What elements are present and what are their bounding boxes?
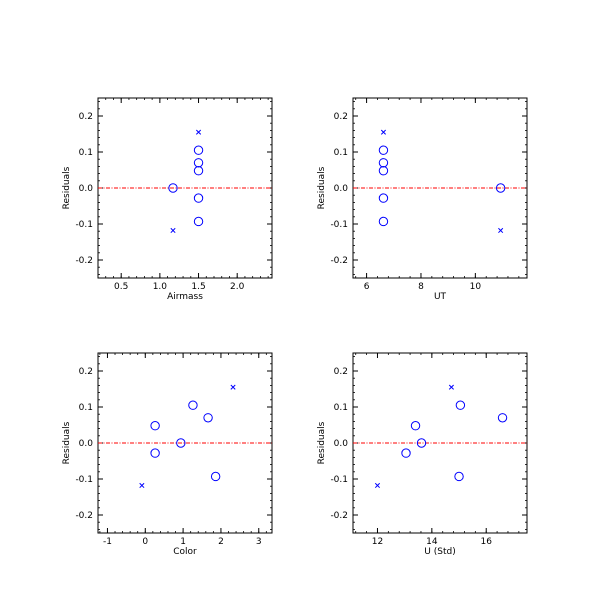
y-tick-label: -0.2	[330, 511, 348, 521]
data-point-circle	[203, 413, 213, 423]
y-tick-label: 0.0	[334, 184, 349, 194]
x-tick-label: 14	[426, 537, 438, 547]
x-marker-stroke	[139, 482, 145, 489]
data-point-circle	[416, 438, 427, 448]
x-tick-label: 12	[372, 537, 383, 547]
y-tick-label: 0.2	[334, 112, 348, 122]
x-marker-stroke	[448, 384, 454, 390]
data-point-circle	[401, 448, 411, 458]
x-tick-label: 1.5	[191, 282, 205, 292]
x-marker-stroke	[374, 482, 381, 489]
data-point-circle	[410, 421, 421, 431]
y-tick-label: -0.1	[330, 220, 348, 230]
y-axis-label: Residuals	[62, 166, 72, 209]
x-tick-label: 3	[256, 537, 262, 547]
x-marker-stroke	[380, 129, 387, 135]
y-tick-label: -0.2	[75, 256, 93, 266]
y-tick-label: 0.1	[334, 148, 348, 158]
x-tick-label: 0	[142, 537, 148, 547]
y-axis-label: Residuals	[62, 421, 72, 464]
y-axis-label: Residuals	[317, 166, 327, 209]
y-tick-label: 0.2	[334, 367, 348, 377]
x-marker-stroke	[195, 129, 202, 135]
x-axis-label: Color	[173, 547, 197, 557]
data-point-x	[139, 482, 145, 489]
data-point-circle	[495, 183, 506, 193]
y-tick-label: 0.0	[79, 184, 94, 194]
x-tick-label: 8	[418, 282, 424, 292]
y-tick-label: -0.1	[75, 220, 93, 230]
data-point-circle	[150, 421, 160, 431]
x-marker-stroke	[230, 384, 236, 390]
x-axis-label: UT	[434, 292, 447, 302]
data-point-circle	[378, 166, 389, 176]
x-axis-label: Airmass	[167, 292, 203, 302]
data-point-circle	[193, 145, 204, 155]
data-point-circle	[455, 400, 466, 410]
y-tick-label: 0.1	[334, 403, 348, 413]
y-axis-label: Residuals	[317, 421, 327, 464]
data-point-circle	[378, 216, 389, 227]
y-tick-label: -0.2	[75, 511, 93, 521]
data-point-circle	[168, 183, 178, 193]
data-point-x	[170, 227, 176, 234]
data-point-x	[195, 129, 202, 135]
x-tick-label: 16	[480, 537, 492, 547]
x-axis-label: U (Std)	[424, 547, 455, 557]
data-point-x	[230, 384, 236, 390]
data-point-circle	[193, 216, 204, 227]
data-point-circle	[193, 193, 204, 203]
x-tick-label: -1	[103, 537, 112, 547]
data-point-circle	[378, 145, 389, 155]
x-tick-label: 1.0	[153, 282, 168, 292]
data-point-circle	[378, 193, 389, 203]
x-tick-label: 1	[180, 537, 186, 547]
data-point-x	[498, 227, 504, 234]
panel-3: -1 0 1 2 3 -0.2 -0.1 0.0 0.1 0.2 Color Residuals	[62, 352, 273, 557]
data-point-circle	[150, 448, 160, 458]
y-tick-label: 0.2	[79, 367, 93, 377]
x-tick-label: 10	[470, 282, 482, 292]
panel-2: 6 8 10 -0.2 -0.1 0.0 0.1 0.2 UT Residuals	[317, 97, 528, 302]
data-point-circle	[454, 471, 464, 482]
panel-1: 0.5 1.0 1.5 2.0 -0.2 -0.1 0.0 0.1 0.2 Airmass Resi…	[62, 97, 273, 302]
data-point-circle	[497, 413, 508, 423]
data-point-circle	[193, 166, 204, 176]
y-tick-label: -0.1	[75, 475, 93, 485]
data-point-circle	[210, 471, 221, 482]
x-tick-label: 0.5	[114, 282, 128, 292]
data-point-x	[374, 482, 381, 489]
y-tick-label: 0.1	[79, 148, 93, 158]
data-point-x	[448, 384, 454, 390]
data-point-circle	[176, 438, 186, 448]
y-tick-label: -0.2	[330, 256, 348, 266]
x-tick-label: 2	[218, 537, 224, 547]
y-tick-label: 0.2	[79, 112, 93, 122]
y-tick-label: 0.0	[79, 439, 94, 449]
data-point-circle	[188, 400, 198, 410]
x-tick-label: 6	[364, 282, 370, 292]
data-point-x	[380, 129, 387, 135]
x-marker-stroke	[170, 227, 176, 234]
y-tick-label: -0.1	[330, 475, 348, 485]
x-marker-stroke	[498, 227, 504, 234]
x-tick-label: 2.0	[230, 282, 245, 292]
y-tick-label: 0.1	[79, 403, 93, 413]
panel-4: 12 14 16 -0.2 -0.1 0.0 0.1 0.2 U (Std) Residuals	[317, 352, 528, 557]
y-tick-label: 0.0	[334, 439, 349, 449]
